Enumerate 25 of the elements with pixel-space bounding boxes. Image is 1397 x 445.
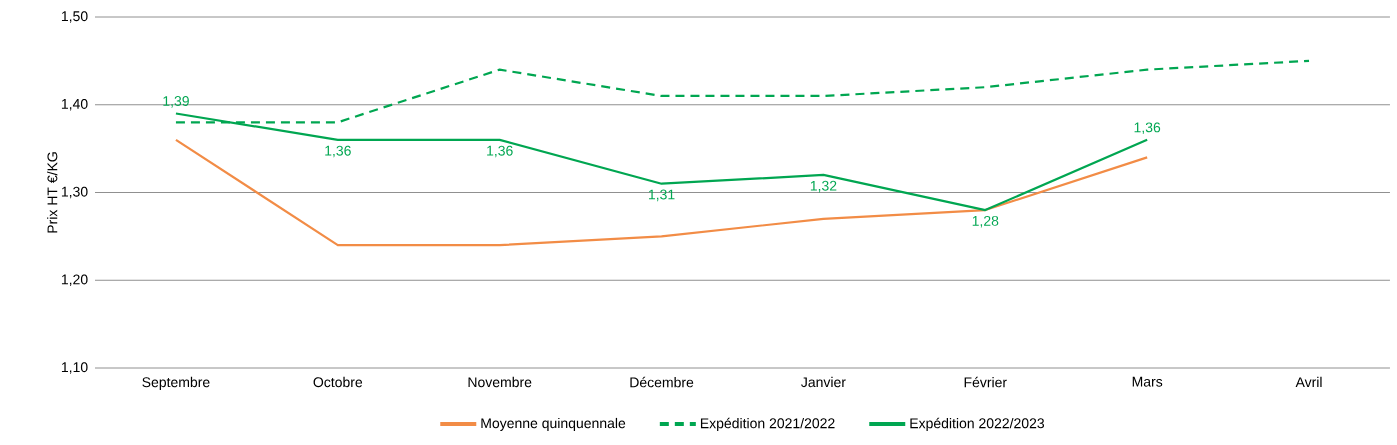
data-label: 1,28 <box>972 215 999 228</box>
y-tick-label: 1,50 <box>61 11 88 23</box>
x-tick-label: Mars <box>1132 376 1163 387</box>
x-tick-label: Septembre <box>142 376 210 390</box>
x-tick-label: Janvier <box>801 376 846 388</box>
y-tick-label: 1,30 <box>61 186 88 199</box>
x-tick-label: Décembre <box>630 376 694 388</box>
line-series <box>174 138 1149 247</box>
y-tick-label: 1,10 <box>61 362 88 374</box>
legend-label: Expédition 2021/2022 <box>700 417 835 432</box>
x-tick-label: Avril <box>1295 376 1322 388</box>
data-label: 1,36 <box>1134 122 1161 134</box>
legend-label: Moyenne quinquennale <box>481 417 626 431</box>
y-tick-label: 1,40 <box>61 98 88 111</box>
y-axis-title: Prix HT €/KG <box>47 152 58 233</box>
x-tick-label: Février <box>964 376 1007 388</box>
y-tick-label: 1,20 <box>61 274 88 287</box>
data-label: 1,39 <box>163 96 189 108</box>
x-tick-label: Novembre <box>468 376 532 388</box>
data-label: 1,32 <box>810 180 837 193</box>
legend-label: Expédition 2022/2023 <box>910 417 1045 432</box>
data-label: 1,31 <box>648 189 675 202</box>
x-tick-label: Octobre <box>313 376 363 388</box>
data-label: 1,36 <box>325 145 351 158</box>
data-label: 1,36 <box>487 145 513 158</box>
